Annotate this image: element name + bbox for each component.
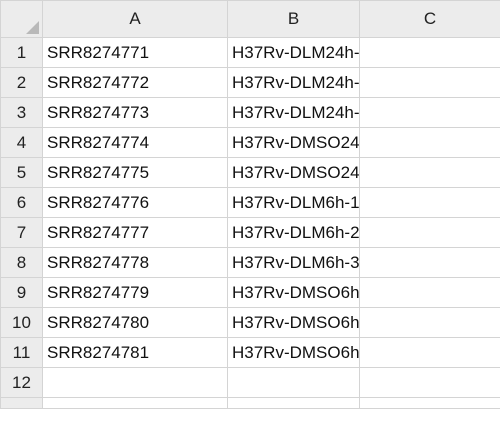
column-header-row: A B C	[0, 0, 500, 38]
row-header[interactable]: 10	[0, 307, 43, 338]
row-header[interactable]	[0, 397, 43, 409]
column-header-b[interactable]: B	[227, 0, 360, 38]
row-header[interactable]: 4	[0, 127, 43, 158]
cell-a[interactable]: SRR8274775	[42, 157, 228, 188]
cell-c[interactable]	[359, 127, 500, 158]
cell-c[interactable]	[359, 217, 500, 248]
cell-b[interactable]: H37Rv-DMSO24h-1	[227, 127, 360, 158]
table-row: 6 SRR8274776 H37Rv-DLM6h-1	[0, 187, 500, 218]
cell-c[interactable]	[359, 397, 500, 409]
row-header[interactable]: 2	[0, 67, 43, 98]
cell-b[interactable]: H37Rv-DLM24h-1	[227, 37, 360, 68]
cell-b[interactable]: H37Rv-DLM24h-3	[227, 97, 360, 128]
cell-b[interactable]: H37Rv-DMSO6h-2	[227, 307, 360, 338]
cell-a[interactable]: SRR8274776	[42, 187, 228, 218]
cell-b[interactable]: H37Rv-DLM6h-3	[227, 247, 360, 278]
cell-table: A B C 1 SRR8274771 H37Rv-DLM24h-1 2 SRR82747…	[0, 0, 500, 409]
row-header[interactable]: 11	[0, 337, 43, 368]
cell-c[interactable]	[359, 337, 500, 368]
column-header-a[interactable]: A	[42, 0, 228, 38]
cell-b[interactable]: H37Rv-DMSO6h-3	[227, 337, 360, 368]
row-header[interactable]: 9	[0, 277, 43, 308]
cell-b[interactable]: H37Rv-DLM6h-1	[227, 187, 360, 218]
cell-a[interactable]: SRR8274778	[42, 247, 228, 278]
cell-b[interactable]: H37Rv-DLM24h-2	[227, 67, 360, 98]
row-header[interactable]: 6	[0, 187, 43, 218]
column-header-c[interactable]: C	[359, 0, 500, 38]
cell-a[interactable]: SRR8274781	[42, 337, 228, 368]
cell-c[interactable]	[359, 307, 500, 338]
select-all-corner[interactable]	[0, 0, 43, 38]
row-header[interactable]: 8	[0, 247, 43, 278]
cell-a[interactable]: SRR8274777	[42, 217, 228, 248]
cell-c[interactable]	[359, 187, 500, 218]
table-row: 2 SRR8274772 H37Rv-DLM24h-2	[0, 67, 500, 98]
cell-a[interactable]: SRR8274779	[42, 277, 228, 308]
cell-b[interactable]: H37Rv-DLM6h-2	[227, 217, 360, 248]
table-row: 1 SRR8274771 H37Rv-DLM24h-1	[0, 37, 500, 68]
cell-c[interactable]	[359, 157, 500, 188]
row-header[interactable]: 3	[0, 97, 43, 128]
cell-b[interactable]	[227, 397, 360, 409]
cell-a[interactable]: SRR8274780	[42, 307, 228, 338]
table-row: 7 SRR8274777 H37Rv-DLM6h-2	[0, 217, 500, 248]
cell-a[interactable]: SRR8274772	[42, 67, 228, 98]
cell-c[interactable]	[359, 67, 500, 98]
cell-c[interactable]	[359, 37, 500, 68]
cell-b[interactable]: H37Rv-DMSO24h-3	[227, 157, 360, 188]
row-header[interactable]: 12	[0, 367, 43, 398]
cell-c[interactable]	[359, 247, 500, 278]
row-header[interactable]: 5	[0, 157, 43, 188]
cell-a[interactable]	[42, 367, 228, 398]
cell-c[interactable]	[359, 97, 500, 128]
table-row	[0, 397, 500, 409]
cell-a[interactable]: SRR8274773	[42, 97, 228, 128]
row-header[interactable]: 7	[0, 217, 43, 248]
row-header[interactable]: 1	[0, 37, 43, 68]
table-row: 12	[0, 367, 500, 398]
select-all-triangle-icon	[26, 21, 39, 34]
cell-b[interactable]	[227, 367, 360, 398]
cell-c[interactable]	[359, 277, 500, 308]
table-row: 8 SRR8274778 H37Rv-DLM6h-3	[0, 247, 500, 278]
cell-a[interactable]	[42, 397, 228, 409]
cell-b[interactable]: H37Rv-DMSO6h-1	[227, 277, 360, 308]
cell-c[interactable]	[359, 367, 500, 398]
grid-body: 1 SRR8274771 H37Rv-DLM24h-1 2 SRR8274772 H37R…	[0, 37, 500, 409]
table-row: 3 SRR8274773 H37Rv-DLM24h-3	[0, 97, 500, 128]
cell-a[interactable]: SRR8274774	[42, 127, 228, 158]
cell-a[interactable]: SRR8274771	[42, 37, 228, 68]
